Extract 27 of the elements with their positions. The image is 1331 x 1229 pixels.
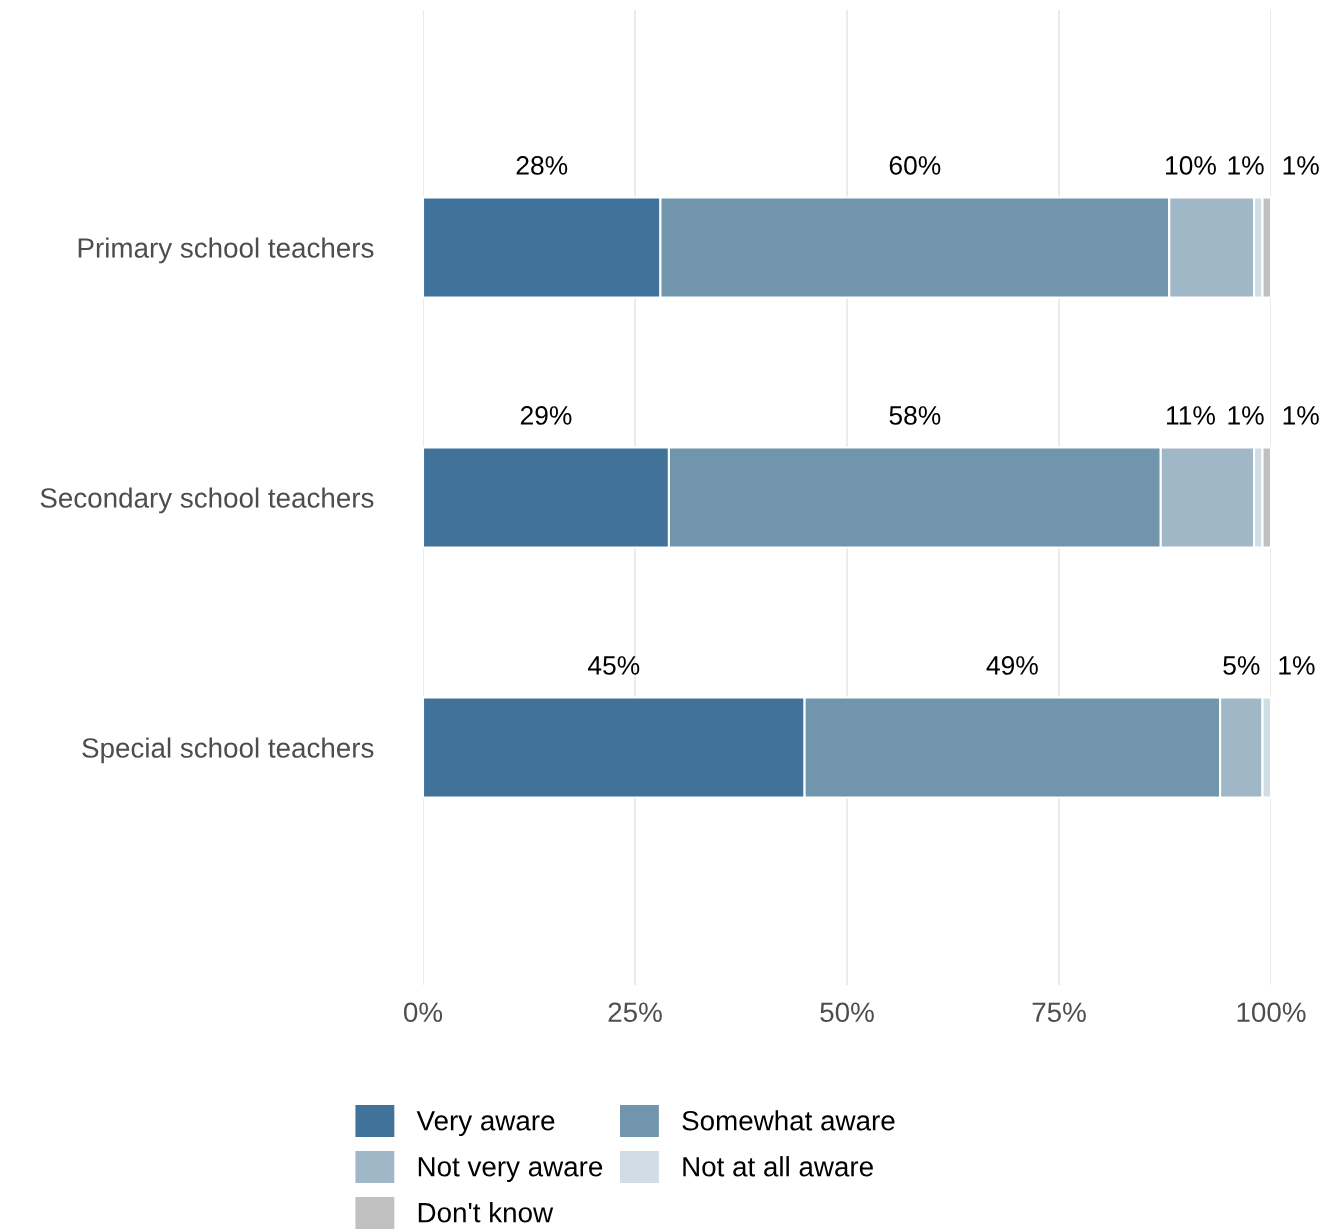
legend-label: Not very aware [418,1157,603,1183]
text: 45% [588,656,640,675]
legend-label: Somewhat aware [682,1110,895,1131]
text: 1% [1279,656,1315,675]
legend-label: Don't know [418,1202,554,1223]
text: 29% [520,406,572,425]
text: 28% [516,156,568,175]
y-tick-label: Primary school teachers [78,237,374,264]
y-tick-label: Secondary school teachers [40,487,374,514]
x-tick-label: 0% [404,1002,443,1023]
text: 58% [889,406,941,425]
text: 1% [1228,406,1264,425]
text: 11% [1167,406,1215,425]
text: 1% [1283,406,1319,425]
text: 10% [1166,156,1216,175]
legend-label: Very aware [416,1111,555,1137]
x-tick-label: 100% [1237,1002,1306,1023]
text: 5% [1223,656,1260,675]
text: 60% [889,156,941,175]
x-tick-label: 75% [1032,1002,1086,1023]
text: 49% [986,656,1038,675]
text: 1% [1228,156,1264,175]
x-tick-label: 25% [608,1002,662,1023]
y-tick-label: Special school teachers [82,737,374,764]
text: 1% [1283,156,1319,175]
legend-label: Not at all aware [683,1156,873,1177]
x-tick-label: 50% [820,1002,874,1023]
